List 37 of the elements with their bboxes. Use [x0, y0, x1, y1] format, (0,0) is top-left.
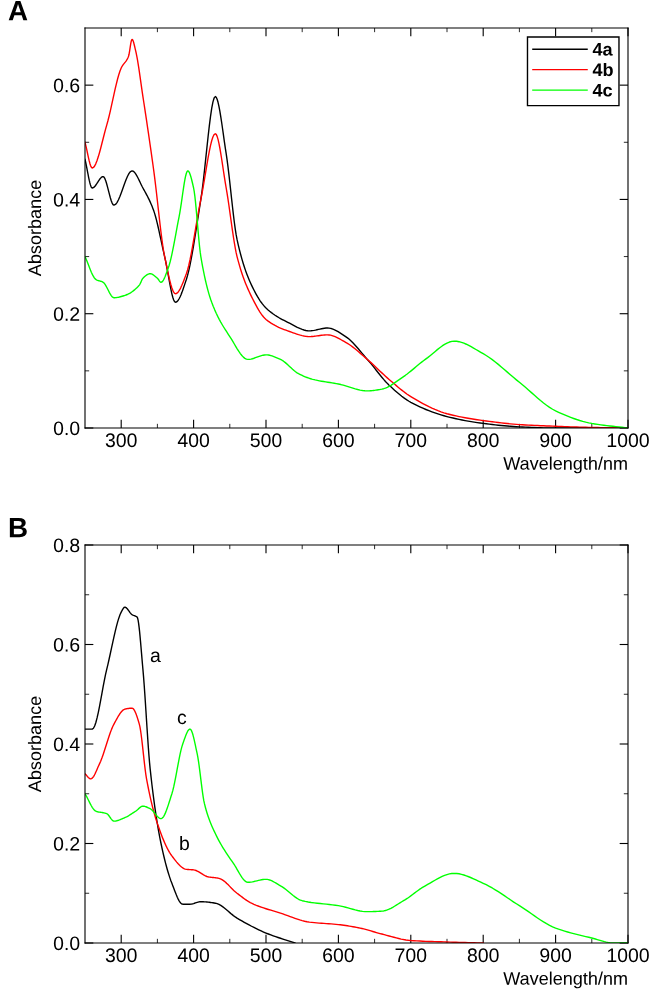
- y-tick-label: 0.4: [53, 737, 80, 752]
- x-tick-label: 900: [540, 948, 572, 963]
- annotation: b: [180, 835, 189, 851]
- annotation: c: [177, 713, 187, 725]
- x-tick-label: 800: [467, 433, 499, 448]
- y-tick-label: 0.6: [53, 78, 80, 93]
- x-tick-label: 300: [105, 433, 137, 448]
- x-tick-label: 800: [467, 948, 499, 963]
- legend-label: 4a: [592, 43, 613, 56]
- x-tick-label: 700: [395, 948, 427, 963]
- x-tick-label: 400: [177, 433, 210, 448]
- chart-title: B: [9, 518, 27, 538]
- x-tick-label: 700: [395, 433, 427, 448]
- chart-title: A: [8, 1, 28, 21]
- y-tick-label: 0.4: [53, 192, 80, 207]
- legend-label: 4c: [592, 83, 613, 97]
- x-tick-label: 900: [540, 433, 572, 448]
- y-tick-label: 0.6: [53, 637, 80, 652]
- y-axis-title: Absorbance: [27, 180, 42, 277]
- x-tick-label: 400: [177, 948, 210, 963]
- x-tick-label: 300: [105, 948, 137, 963]
- x-tick-label: 1000: [607, 433, 649, 448]
- x-tick-label: 1000: [607, 948, 649, 963]
- y-tick-label: 0.8: [53, 538, 80, 553]
- y-tick-label: 0.2: [53, 836, 80, 851]
- y-tick-label: 0.2: [53, 307, 80, 321]
- legend-label: 4b: [592, 62, 613, 77]
- y-tick-label: 0.0: [53, 936, 80, 951]
- x-tick-label: 600: [323, 433, 354, 448]
- x-axis-title: Wavelength/nm: [503, 456, 627, 474]
- x-axis-title: Wavelength/nm: [503, 971, 627, 989]
- annotation: a: [150, 651, 161, 663]
- x-tick-label: 500: [250, 433, 282, 448]
- y-axis-title: Absorbance: [27, 696, 42, 793]
- x-tick-label: 500: [250, 948, 282, 963]
- x-tick-label: 600: [323, 948, 354, 963]
- y-tick-label: 0.0: [53, 421, 80, 436]
